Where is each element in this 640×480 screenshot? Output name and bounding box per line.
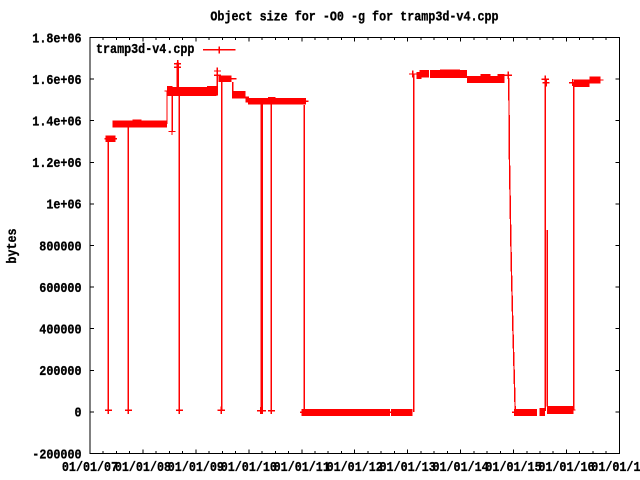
svg-text:0: 0 (75, 407, 82, 422)
svg-text:400000: 400000 (39, 324, 81, 339)
svg-text:1.2e+06: 1.2e+06 (32, 157, 81, 172)
svg-text:01/01/08: 01/01/08 (115, 461, 171, 476)
svg-text:-200000: -200000 (32, 448, 81, 463)
svg-text:1.8e+06: 1.8e+06 (32, 32, 81, 47)
svg-text:01/01/11: 01/01/11 (274, 461, 330, 476)
svg-text:bytes: bytes (6, 228, 21, 263)
svg-text:01/01/09: 01/01/09 (168, 461, 224, 476)
svg-text:1e+06: 1e+06 (46, 199, 81, 214)
svg-text:800000: 800000 (39, 240, 81, 255)
svg-text:Object size for -O0 -g for tra: Object size for -O0 -g for tramp3d-v4.cp… (210, 11, 498, 26)
svg-text:01/01/14: 01/01/14 (432, 461, 488, 476)
svg-text:01/01/12: 01/01/12 (327, 461, 383, 476)
svg-text:600000: 600000 (39, 282, 81, 297)
svg-text:01/01/13: 01/01/13 (380, 461, 436, 476)
svg-text:01/01/15: 01/01/15 (485, 461, 541, 476)
svg-text:tramp3d-v4.cpp: tramp3d-v4.cpp (96, 43, 194, 58)
svg-text:200000: 200000 (39, 365, 81, 380)
svg-text:1.6e+06: 1.6e+06 (32, 74, 81, 89)
svg-text:01/01/07: 01/01/07 (62, 461, 118, 476)
svg-text:01/01/16: 01/01/16 (538, 461, 594, 476)
svg-text:01/01/10: 01/01/10 (221, 461, 277, 476)
svg-text:01/01/17: 01/01/17 (591, 461, 640, 476)
svg-text:1.4e+06: 1.4e+06 (32, 116, 81, 131)
